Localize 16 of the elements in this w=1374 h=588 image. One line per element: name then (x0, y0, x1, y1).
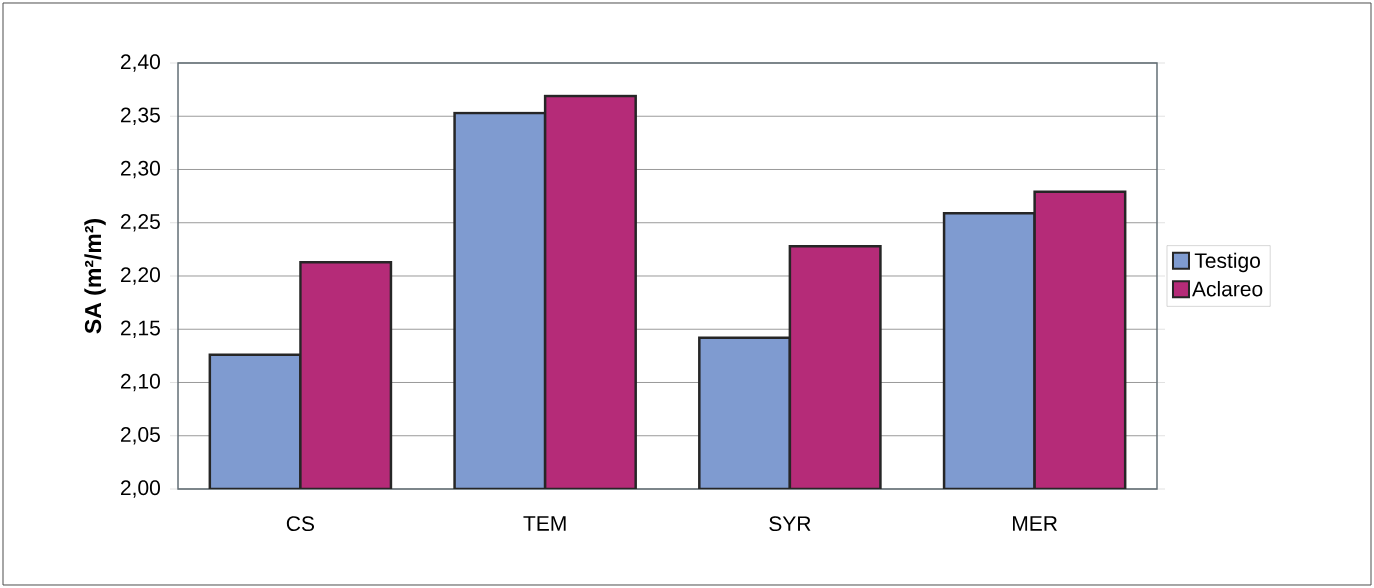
y-tick-label: 2,25 (120, 214, 160, 232)
y-tick-label: 2,05 (120, 427, 160, 445)
legend-label: Aclareo (1192, 280, 1263, 297)
x-tick-label: MER (1013, 516, 1057, 531)
y-tick-label: 2,40 (120, 54, 160, 72)
y-tick-label: 2,30 (120, 160, 160, 179)
y-tick-label: 2,10 (120, 373, 160, 392)
y-tick-label: 2,00 (120, 480, 160, 498)
x-tick-label: SYR (769, 516, 811, 532)
y-tick-label: 2,15 (120, 320, 160, 338)
x-tick-label: CS (286, 516, 315, 532)
x-tick-label: TEM (523, 516, 566, 531)
y-axis-title: SA (m²/m²) (84, 219, 106, 334)
legend-label: Testigo (1194, 252, 1260, 273)
y-tick-label: 2,35 (120, 107, 160, 125)
y-tick-label: 2,20 (120, 267, 160, 285)
